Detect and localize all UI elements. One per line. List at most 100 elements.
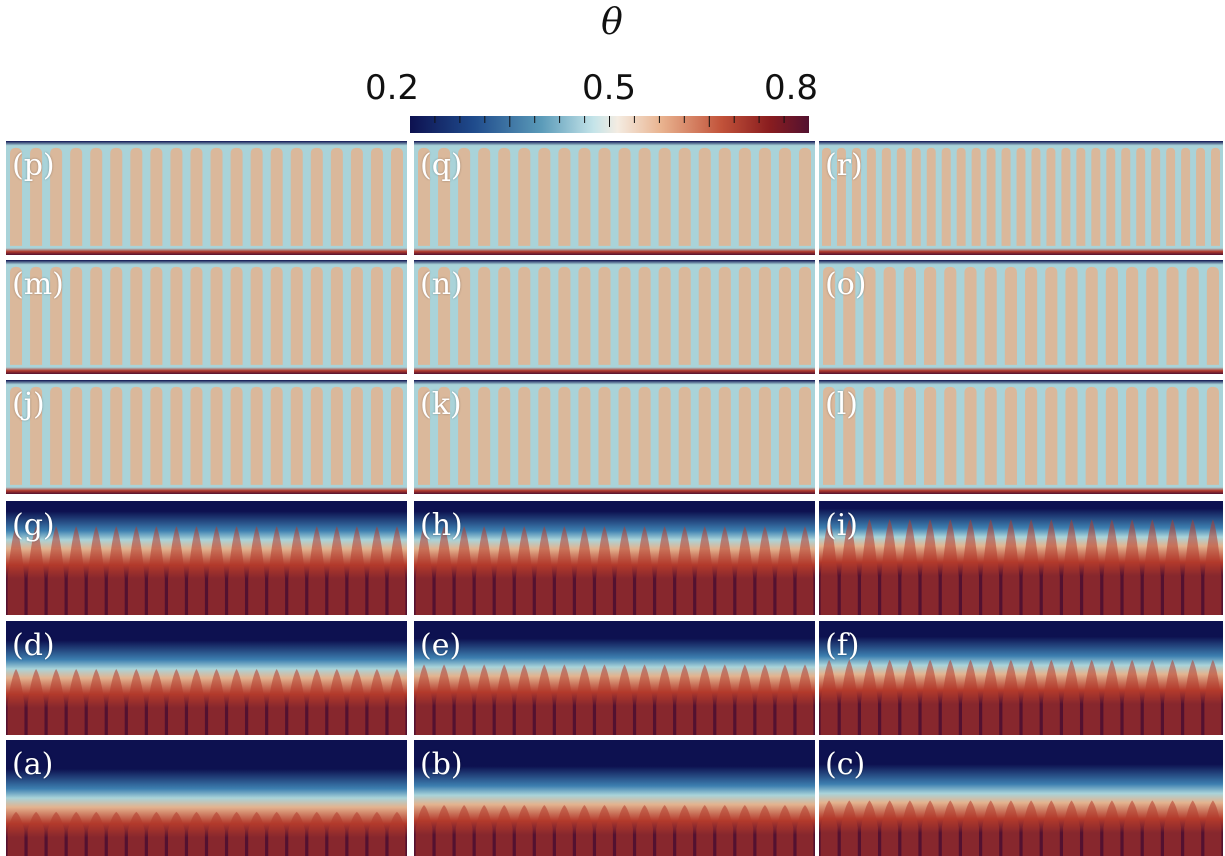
- convection-plume: [738, 266, 751, 365]
- temperature-field: [414, 260, 815, 374]
- convection-plume: [168, 811, 185, 856]
- convection-plume: [776, 664, 794, 735]
- convection-plume: [268, 668, 286, 735]
- convection-plume: [778, 386, 791, 485]
- convection-plume: [578, 266, 591, 365]
- convection-plume: [1025, 386, 1038, 485]
- convection-plume: [555, 804, 573, 856]
- convection-plume: [1143, 800, 1161, 856]
- convection-plume: [110, 266, 123, 365]
- convection-plume: [498, 386, 511, 485]
- convection-plume: [1042, 519, 1060, 615]
- convection-plume: [736, 664, 754, 735]
- convection-plume: [962, 659, 979, 735]
- panel-label: (o): [825, 267, 867, 302]
- convection-plume: [1004, 266, 1017, 365]
- convection-plume: [1143, 659, 1161, 735]
- convection-plume: [1083, 519, 1101, 615]
- convection-plume: [147, 668, 165, 735]
- convection-plume: [883, 386, 896, 485]
- panel-g: (g): [6, 501, 407, 615]
- convection-plume: [288, 811, 306, 856]
- convection-plume: [438, 147, 451, 246]
- panel-label: (h): [420, 508, 463, 543]
- convection-plume: [515, 664, 533, 735]
- convection-plume: [230, 386, 243, 485]
- convection-plume: [1206, 386, 1219, 485]
- temperature-field: [819, 380, 1223, 494]
- convection-plume: [1002, 659, 1020, 735]
- convection-plume: [738, 147, 751, 246]
- convection-plume: [696, 664, 714, 735]
- colorbar-tick-mid: 0.5: [581, 68, 637, 108]
- panel-label: (k): [420, 387, 462, 422]
- convection-plume: [455, 804, 473, 856]
- convection-plume: [756, 526, 774, 615]
- convection-plume: [27, 668, 45, 735]
- convection-plume: [127, 668, 145, 735]
- convection-plume: [638, 147, 651, 246]
- convection-plume: [678, 147, 691, 246]
- convection-plume: [820, 800, 838, 856]
- temperature-field: [414, 740, 815, 856]
- convection-plume: [498, 266, 511, 365]
- convection-plume: [90, 147, 103, 246]
- convection-plume: [843, 386, 856, 485]
- convection-plume: [328, 668, 346, 735]
- temperature-field: [6, 501, 407, 615]
- convection-plume: [515, 804, 533, 856]
- convection-plume: [843, 266, 856, 365]
- panel-label: (d): [12, 628, 55, 663]
- convection-plume: [984, 266, 997, 365]
- convection-plume: [840, 800, 858, 856]
- convection-plume: [736, 526, 754, 615]
- convection-plume: [756, 664, 774, 735]
- convection-plume: [1046, 147, 1056, 246]
- convection-plume: [758, 266, 771, 365]
- convection-plume: [676, 526, 694, 615]
- convection-plume: [350, 266, 363, 365]
- panel-l: (l): [819, 380, 1223, 494]
- convection-plume: [418, 266, 431, 365]
- convection-plume: [1106, 147, 1116, 246]
- convection-plume: [1065, 266, 1078, 365]
- convection-plume: [30, 266, 43, 365]
- convection-plume: [348, 811, 366, 856]
- convection-plume: [636, 804, 653, 856]
- convection-plume: [698, 386, 711, 485]
- convection-plume: [350, 386, 363, 485]
- panel-label: (l): [825, 387, 859, 422]
- convection-plume: [348, 668, 366, 735]
- convection-plume: [1136, 147, 1146, 246]
- panel-label: (f): [825, 628, 860, 663]
- convection-plume: [475, 804, 493, 856]
- convection-plume: [716, 664, 734, 735]
- convection-plume: [1166, 386, 1179, 485]
- convection-plume: [1126, 386, 1139, 485]
- convection-plume: [756, 804, 774, 856]
- convection-plume: [208, 668, 225, 735]
- convection-plume: [1002, 519, 1020, 615]
- convection-plume: [718, 266, 731, 365]
- convection-plume: [290, 386, 303, 485]
- convection-plume: [576, 804, 593, 856]
- convection-plume: [1184, 800, 1202, 856]
- convection-plume: [47, 811, 65, 856]
- convection-plume: [308, 526, 326, 615]
- convection-plume: [475, 664, 493, 735]
- convection-plume: [903, 386, 916, 485]
- convection-plume: [248, 811, 266, 856]
- convection-plume: [270, 147, 283, 246]
- convection-plume: [10, 147, 23, 246]
- convection-plume: [390, 266, 403, 365]
- convection-plume: [435, 804, 453, 856]
- convection-plume: [418, 147, 431, 246]
- convection-plume: [866, 147, 876, 246]
- convection-plume: [350, 147, 363, 246]
- convection-plume: [616, 664, 633, 735]
- convection-plume: [861, 519, 878, 615]
- convection-plume: [678, 266, 691, 365]
- convection-plume: [1196, 147, 1206, 246]
- convection-plume: [971, 147, 981, 246]
- convection-plume: [982, 519, 1000, 615]
